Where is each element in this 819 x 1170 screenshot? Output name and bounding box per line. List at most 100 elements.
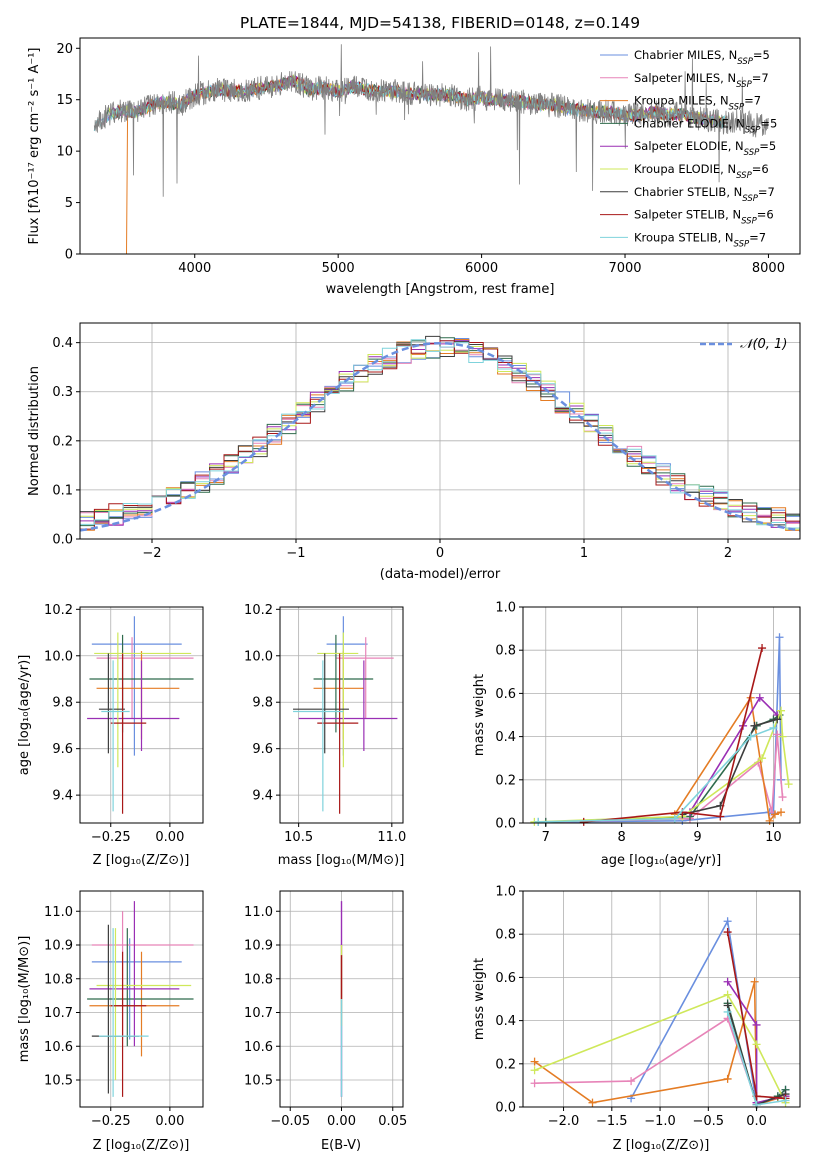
y-tick-label: 10.5 xyxy=(44,1074,73,1089)
y-tick-label: 0.8 xyxy=(495,644,516,659)
spectrum-frame xyxy=(79,37,801,255)
y-tick-label: 10.2 xyxy=(244,603,273,618)
y-tick-label: 0.4 xyxy=(52,336,73,351)
x-tick-label: 8 xyxy=(618,830,626,845)
weight-marker xyxy=(752,1040,761,1049)
x-tick-label: −2.0 xyxy=(548,1114,580,1129)
x-tick-label: 8000 xyxy=(752,261,785,276)
x-tick-label: −1.0 xyxy=(644,1114,676,1129)
weight-marker xyxy=(758,644,767,653)
weight-vs-age-plot-area xyxy=(530,633,793,826)
weight-marker xyxy=(784,780,793,789)
weight-marker xyxy=(723,928,732,937)
y-tick-label: 10.0 xyxy=(244,649,273,664)
mass-vs-EBV-frame xyxy=(279,890,404,1108)
weight-vs-age-xlabel: age [log₁₀(age/yr)] xyxy=(601,853,722,868)
weight-vs-Z-ylabel: mass weight xyxy=(472,958,487,1040)
spectrum-title: PLATE=1844, MJD=54138, FIBERID=0148, z=0… xyxy=(240,14,640,32)
legend-label: Kroupa STELIB, NSSP=7 xyxy=(634,230,766,249)
x-tick-label: 9 xyxy=(693,830,701,845)
weight-vs-Z-plot-area xyxy=(530,917,790,1109)
y-tick-label: 9.6 xyxy=(52,742,73,757)
weight-marker xyxy=(750,721,759,730)
gaussian-legend-label: 𝒩(0, 1) xyxy=(740,337,787,352)
y-tick-label: 9.4 xyxy=(52,789,73,804)
weight-marker xyxy=(723,1007,732,1016)
gaussian-curve xyxy=(80,341,800,532)
weight-marker xyxy=(746,732,755,741)
spectrum-panel: PLATE=1844, MJD=54138, FIBERID=0148, z=0… xyxy=(27,14,801,297)
y-tick-label: 1.0 xyxy=(495,885,516,900)
legend-label: Kroupa ELODIE, NSSP=6 xyxy=(634,162,769,181)
weight-marker xyxy=(778,732,787,741)
y-tick-label: 0.0 xyxy=(52,533,73,548)
x-tick-label: −0.25 xyxy=(91,1114,131,1129)
y-tick-label: 9.8 xyxy=(252,696,273,711)
weight-line xyxy=(689,696,778,813)
age-vs-Z-frame xyxy=(79,606,204,824)
x-tick-label: −0.25 xyxy=(91,830,131,845)
mass-vs-Z-panel: −0.25 0.00 10.5 10.6 10.7 10.8 10.9 11.0 Z [log… xyxy=(17,890,204,1153)
y-tick-label: 9.8 xyxy=(52,696,73,711)
weight-marker xyxy=(723,917,732,926)
age-vs-Z-ylabel: age [log₁₀(age/yr)] xyxy=(17,655,32,776)
residuals-frame xyxy=(79,322,801,540)
age-vs-mass-grid xyxy=(280,607,403,823)
x-tick-label: −1 xyxy=(286,546,305,561)
weight-marker xyxy=(775,633,784,642)
weight-marker xyxy=(670,814,679,823)
weight-marker xyxy=(723,977,732,986)
age-vs-Z-ticks: −0.25 0.00 9.4 9.6 9.8 10.0 10.2 xyxy=(44,603,184,845)
x-tick-label: 10.5 xyxy=(284,830,313,845)
weight-marker xyxy=(579,817,588,826)
y-tick-label: 0.8 xyxy=(495,928,516,943)
weight-marker xyxy=(716,812,725,821)
x-tick-label: 0.00 xyxy=(327,1114,356,1129)
x-tick-label: −0.05 xyxy=(270,1114,310,1129)
x-tick-label: −1.5 xyxy=(596,1114,628,1129)
weight-line xyxy=(534,981,779,1106)
weight-marker xyxy=(534,817,543,826)
y-tick-label: 10.8 xyxy=(44,972,73,987)
y-tick-label: 1.0 xyxy=(495,601,516,616)
y-tick-label: 10.6 xyxy=(244,1040,273,1055)
weight-marker xyxy=(723,1074,732,1083)
x-tick-label: 1 xyxy=(580,546,588,561)
residuals-ticks: −2 −1 0 1 2 0.0 0.1 0.2 0.3 0.4 xyxy=(52,336,732,561)
y-tick-label: 0.6 xyxy=(495,687,516,702)
weight-line xyxy=(682,718,778,816)
weight-marker xyxy=(765,816,774,825)
residuals-histograms xyxy=(80,335,800,533)
legend-label: Salpeter STELIB, NSSP=6 xyxy=(634,208,774,227)
x-tick-label: −0.5 xyxy=(693,1114,725,1129)
weight-vs-Z-ticks: −2.0 −1.5 −1.0 −0.5 0.0 0.0 0.2 0.4 0.6 0.8 1.0 xyxy=(495,885,767,1130)
weight-marker xyxy=(773,715,782,724)
legend-subscript: SSP xyxy=(742,194,758,204)
y-tick-label: 0.0 xyxy=(495,1101,516,1116)
x-tick-label: 0 xyxy=(436,546,444,561)
spectrum-ticks: 4000 5000 6000 7000 8000 0 5 10 15 20 xyxy=(56,42,785,276)
weight-marker xyxy=(723,990,732,999)
legend-subscript: SSP xyxy=(745,125,761,135)
x-tick-label: 7 xyxy=(542,830,550,845)
legend-value: =5 xyxy=(760,116,777,130)
weight-marker xyxy=(778,793,787,802)
residuals-plot-area xyxy=(80,335,800,533)
weight-line xyxy=(545,714,780,823)
y-tick-label: 10 xyxy=(56,145,73,160)
x-tick-label: 0.00 xyxy=(155,830,184,845)
weight-line xyxy=(538,727,774,823)
weight-marker xyxy=(770,810,779,819)
residuals-legend: 𝒩(0, 1) xyxy=(700,337,787,352)
legend-subscript: SSP xyxy=(734,239,750,249)
residuals-panel: −2 −1 0 1 2 0.0 0.1 0.2 0.3 0.4 𝒩(0, 1) (data-mod… xyxy=(27,322,801,582)
weight-marker xyxy=(777,808,786,817)
spectrum-ylabel: Flux [fλ10⁻¹⁷ erg cm⁻² s⁻¹ A⁻¹] xyxy=(27,48,42,245)
residuals-xlabel: (data-model)/error xyxy=(380,567,501,582)
legend-value: =6 xyxy=(752,162,769,176)
weight-marker xyxy=(781,1096,790,1105)
legend-value: =7 xyxy=(752,71,769,85)
legend-value: =7 xyxy=(758,185,775,199)
weight-line xyxy=(538,637,782,823)
